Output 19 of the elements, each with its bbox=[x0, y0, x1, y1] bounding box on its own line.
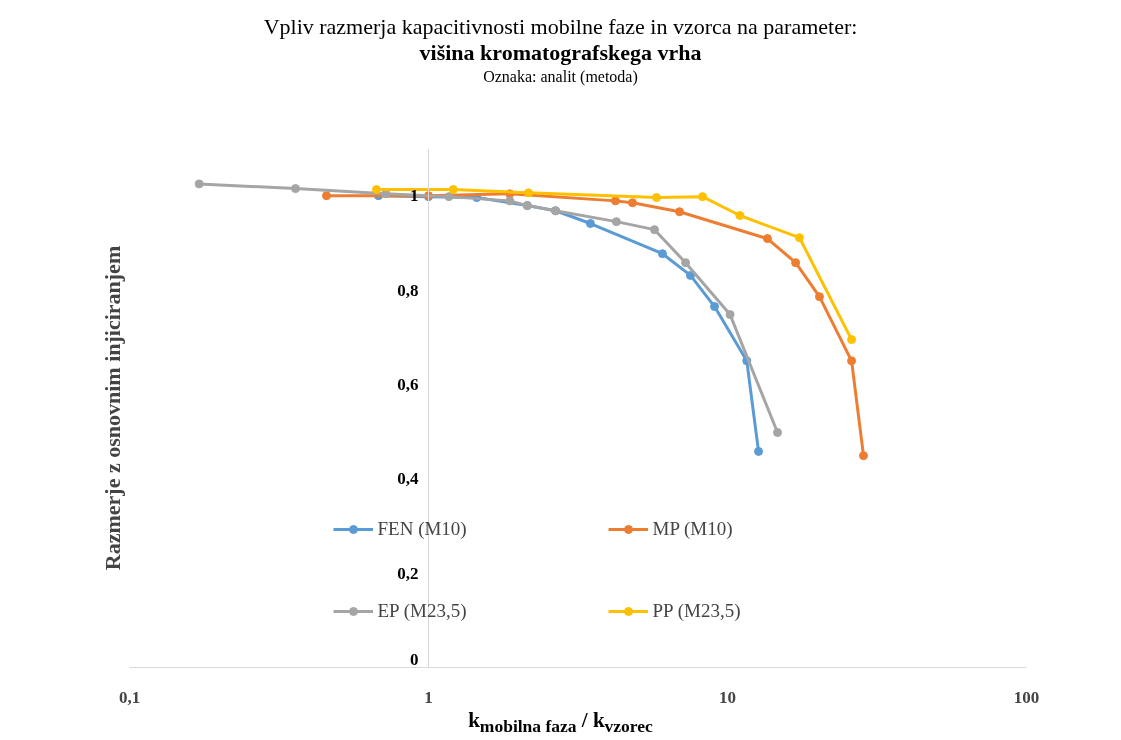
y-tick-label: 0,6 bbox=[397, 374, 419, 394]
x-axis-title: k$_{mobilna faza}$ / k$_{vzorec}$ bbox=[467, 707, 654, 739]
legend-label: EP (M23,5) bbox=[377, 600, 468, 622]
y-tick-label: 0,8 bbox=[397, 280, 419, 300]
legend-label: PP (M23,5) bbox=[652, 600, 742, 622]
y-tick-label: 0,2 bbox=[397, 563, 419, 583]
chart-title: Vpliv razmerja kapacitivnosti mobilne faze in vzorca na parameter: bbox=[262, 14, 859, 41]
legend-label: FEN (M10) bbox=[377, 518, 468, 540]
text: Oznaka: analit (metoda) bbox=[482, 66, 639, 86]
legend-label: MP (M10) bbox=[652, 518, 734, 540]
x-tick-label: 10 bbox=[719, 687, 736, 707]
x-tick-label: 0,1 bbox=[118, 687, 141, 707]
y-tick-label: 0,4 bbox=[397, 469, 419, 489]
x-tick-label: 1 bbox=[424, 687, 433, 707]
y-axis-title: Razmerje z osnovnim injiciranjem bbox=[99, 245, 125, 571]
y-tick-label: 0 bbox=[410, 649, 419, 669]
chart-subtitle: višina kromatografskega vrha bbox=[418, 40, 703, 67]
y-tick-label: 1 bbox=[410, 186, 419, 206]
x-tick-label: 100 bbox=[1013, 687, 1040, 707]
